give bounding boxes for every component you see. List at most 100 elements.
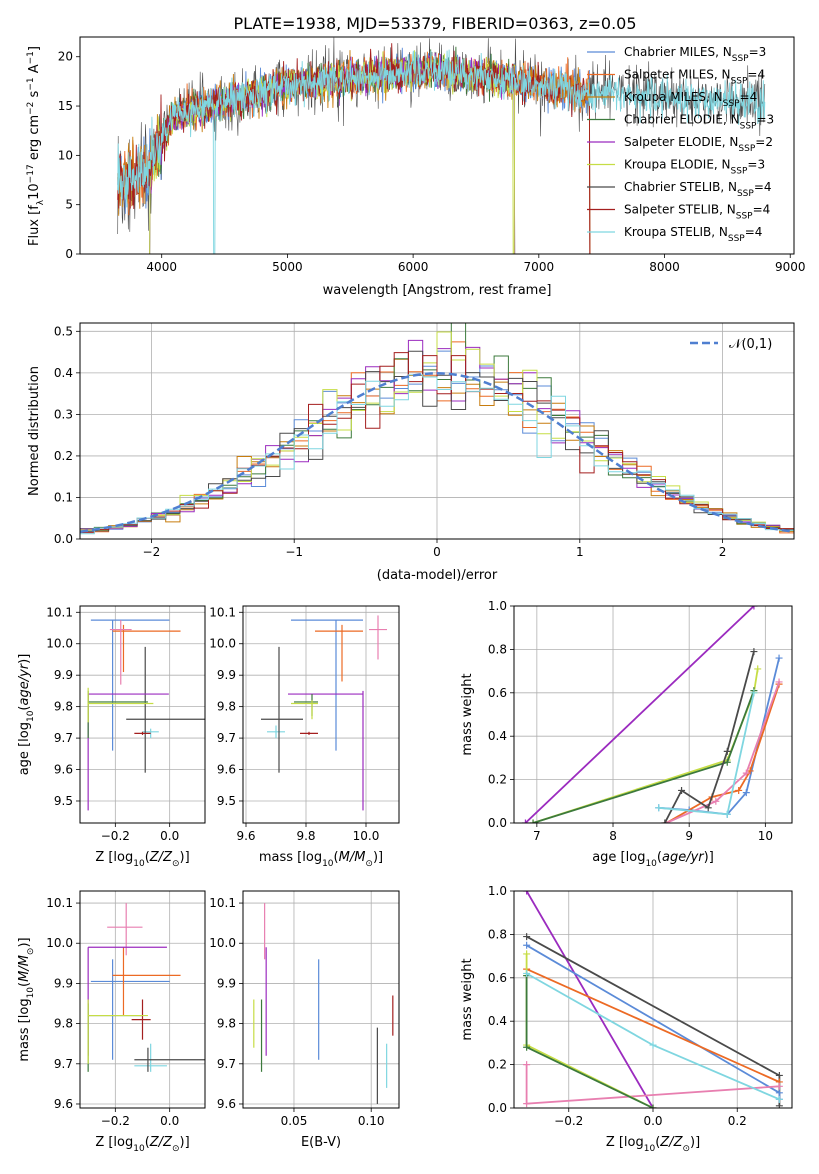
- legend-label: Chabrier ELODIE, NSSP=3: [624, 113, 774, 132]
- massweight-vs-age-xtick-label: 7: [533, 829, 541, 843]
- age-vs-mass-point: [291, 700, 318, 720]
- legend-label: Salpeter ELODIE, NSSP=2: [624, 135, 773, 154]
- massweight-vs-z-ytick-label: 0.4: [488, 1014, 507, 1028]
- legend-label: Salpeter STELIB, NSSP=4: [624, 203, 770, 222]
- massweight-vs-z-marker: [649, 1104, 657, 1108]
- mass-vs-z-ytick-label: 9.8: [54, 1017, 73, 1031]
- mass-vs-z-point: [87, 999, 148, 1064]
- massweight-vs-age-marker: [735, 786, 743, 794]
- histogram-ytick-label: 0.3: [54, 407, 73, 421]
- histogram-xtick-label: 2: [719, 545, 727, 559]
- age-vs-mass-point: [288, 690, 364, 811]
- age-vs-z-xlabel: Z [log10(Z/Z⊙)]: [95, 850, 189, 869]
- mass-vs-ebv-ytick-label: 9.7: [217, 1057, 236, 1071]
- age-vs-z-frame: [79, 605, 206, 824]
- massweight-vs-age-marker: [750, 648, 758, 656]
- age-vs-mass-point: [300, 731, 318, 735]
- mass-vs-z-xlabel: Z [log10(Z/Z⊙)]: [95, 1135, 189, 1154]
- massweight-vs-z-marker: [523, 1061, 531, 1069]
- age-vs-mass-ytick-label: 9.8: [217, 700, 236, 714]
- legend-label: Chabrier MILES, NSSP=3: [624, 45, 766, 64]
- massweight-vs-age-marker: [742, 769, 750, 777]
- massweight-vs-z-marker: [775, 1089, 783, 1097]
- massweight-vs-age-frame: [513, 605, 793, 824]
- age-vs-z-xtick-label: −0.2: [101, 829, 130, 843]
- massweight-vs-z-marker: [775, 1102, 783, 1108]
- age-vs-mass-xtick-label: 10.0: [353, 829, 380, 843]
- massweight-vs-age-marker: [750, 606, 758, 610]
- mass-vs-z-frame: [79, 890, 206, 1109]
- age-vs-z-ylabel: age [log10(age/yr)]: [17, 654, 36, 776]
- mass-vs-z-point: [134, 1047, 205, 1072]
- spectrum-ytick-label: 15: [58, 99, 73, 113]
- age-vs-z-point: [87, 687, 154, 723]
- massweight-vs-z-marker: [523, 1100, 531, 1108]
- massweight-vs-z-xtick-label: 0.0: [643, 1114, 662, 1128]
- histogram-xtick-label: 1: [576, 545, 584, 559]
- mass-vs-z-ytick-label: 9.7: [54, 1057, 73, 1071]
- legend-label: Kroupa STELIB, NSSP=4: [624, 225, 762, 244]
- massweight-vs-age-xlabel: age [log10(age/yr)]: [592, 850, 714, 869]
- massweight-vs-age-ytick-label: 0.0: [488, 816, 507, 830]
- spectrum-xtick-label: 4000: [146, 260, 177, 274]
- massweight-vs-z-ytick-label: 0.2: [488, 1058, 507, 1072]
- histogram-xtick-label: 0: [433, 545, 441, 559]
- mass-vs-z-xtick-label: −0.2: [101, 1114, 130, 1128]
- histogram-ylabel: Normed distribution: [27, 366, 42, 496]
- age-vs-mass-ytick-label: 10.1: [209, 605, 236, 619]
- massweight-vs-z-xtick-label: −0.2: [554, 1114, 583, 1128]
- mass-vs-ebv-ytick-label: 10.0: [209, 936, 236, 950]
- histogram-series: [80, 352, 794, 534]
- spectrum-ytick-label: 20: [58, 50, 73, 64]
- massweight-vs-z-marker: [775, 1095, 783, 1103]
- massweight-vs-z-series: [525, 891, 654, 1108]
- massweight-vs-age-series: [665, 681, 780, 823]
- massweight-vs-z-xlabel: Z [log10(Z/Z⊙)]: [606, 1135, 700, 1154]
- massweight-vs-age-ylabel: mass weight: [460, 673, 475, 755]
- massweight-vs-z-ytick-label: 0.0: [488, 1101, 507, 1115]
- massweight-vs-age-marker: [775, 678, 783, 686]
- massweight-vs-z-series: [526, 968, 780, 1083]
- age-vs-z-xtick-label: 0.0: [160, 829, 179, 843]
- age-vs-mass-ytick-label: 9.9: [217, 668, 236, 682]
- spectrum-xtick-label: 5000: [272, 260, 303, 274]
- age-vs-z-ytick-label: 9.6: [54, 763, 73, 777]
- spectrum-series-chabrier-stelib: [117, 37, 766, 235]
- age-vs-z-point: [112, 624, 181, 673]
- age-vs-z-point: [87, 690, 148, 739]
- age-vs-z-ytick-label: 10.0: [46, 637, 73, 651]
- histogram-xlabel: (data-model)/error: [377, 568, 498, 583]
- age-vs-mass-ytick-label: 9.7: [217, 731, 236, 745]
- age-vs-mass-ytick-label: 9.6: [217, 763, 236, 777]
- histogram-ytick-label: 0.0: [54, 532, 73, 546]
- mass-vs-z-xtick-label: 0.0: [160, 1114, 179, 1128]
- mass-vs-z-point: [90, 959, 170, 1060]
- massweight-vs-z-marker: [523, 941, 531, 949]
- histogram-series: [80, 374, 794, 535]
- massweight-vs-z-ylabel: mass weight: [460, 958, 475, 1040]
- massweight-vs-age-ytick-label: 0.4: [488, 729, 507, 743]
- spectrum-ytick-label: 5: [65, 198, 73, 212]
- mass-vs-z-ytick-label: 9.6: [54, 1097, 73, 1111]
- mass-vs-z-ytick-label: 10.1: [46, 896, 73, 910]
- massweight-vs-age-xtick-label: 10: [758, 829, 773, 843]
- age-vs-z-point: [87, 693, 169, 811]
- massweight-vs-age-xtick-label: 8: [609, 829, 617, 843]
- histogram-frame: [79, 322, 795, 540]
- mass-vs-z-point: [87, 946, 167, 1056]
- massweight-vs-age-marker: [742, 789, 750, 797]
- massweight-vs-age-marker: [529, 819, 537, 823]
- histogram-ytick-label: 0.5: [54, 324, 73, 338]
- massweight-vs-age-ytick-label: 0.8: [488, 642, 507, 656]
- massweight-vs-age-marker: [750, 689, 758, 697]
- massweight-vs-age-series: [658, 692, 755, 816]
- legend-label: Kroupa ELODIE, NSSP=3: [624, 158, 765, 177]
- massweight-vs-age-marker: [754, 665, 762, 673]
- massweight-vs-age-ytick-label: 1.0: [488, 599, 507, 613]
- mass-vs-ebv-xtick-label: 0.05: [281, 1114, 308, 1128]
- massweight-vs-z-marker: [523, 969, 531, 977]
- age-vs-mass-ytick-label: 9.5: [217, 794, 236, 808]
- age-vs-z-point: [90, 619, 170, 751]
- age-vs-mass-point: [315, 624, 363, 682]
- age-vs-mass-point: [261, 646, 303, 773]
